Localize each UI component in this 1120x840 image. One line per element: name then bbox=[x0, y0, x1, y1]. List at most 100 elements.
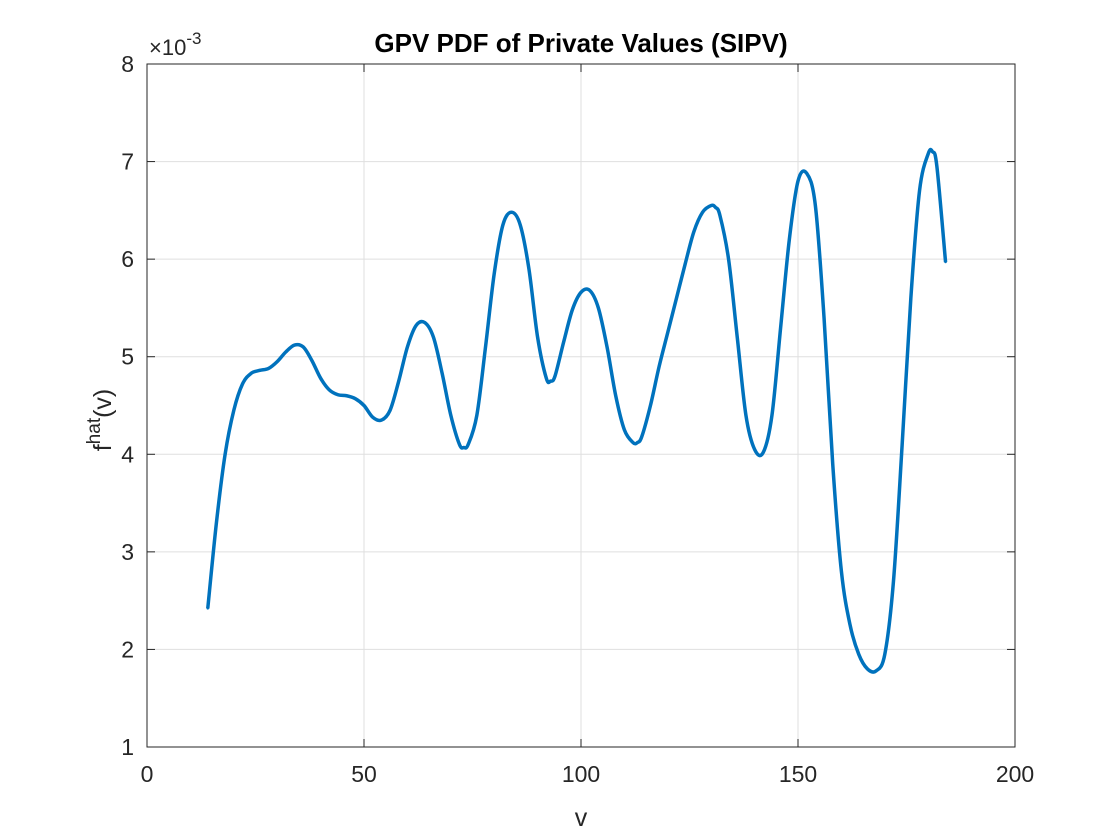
data-point bbox=[701, 211, 704, 214]
data-point bbox=[388, 409, 392, 412]
y-axis-label-base: f bbox=[89, 444, 117, 451]
data-point bbox=[258, 369, 262, 372]
data-point bbox=[814, 204, 817, 207]
data-point bbox=[249, 372, 253, 375]
data-point bbox=[640, 435, 643, 438]
data-point bbox=[354, 397, 357, 400]
data-point bbox=[284, 350, 288, 354]
data-point bbox=[918, 189, 921, 193]
data-point bbox=[883, 653, 886, 656]
data-point bbox=[549, 379, 552, 383]
x-tick-label: 150 bbox=[779, 761, 817, 787]
data-point bbox=[857, 653, 860, 656]
data-point bbox=[909, 296, 913, 300]
ticks: 0 50 100 150 200 1 2 3 4 5 6 7 8 bbox=[121, 51, 1034, 787]
data-point bbox=[614, 394, 617, 397]
data-point bbox=[931, 150, 934, 154]
data-point bbox=[336, 393, 340, 396]
data-point bbox=[605, 345, 609, 349]
series-layer bbox=[206, 147, 948, 674]
data-point bbox=[466, 443, 470, 446]
data-point bbox=[579, 291, 583, 294]
y-tick-label: 8 bbox=[121, 51, 134, 77]
data-point bbox=[666, 331, 669, 334]
x-axis-label: v bbox=[575, 804, 588, 832]
data-point bbox=[657, 365, 661, 368]
data-point bbox=[714, 206, 717, 209]
data-point bbox=[571, 308, 574, 312]
data-point bbox=[423, 321, 426, 324]
data-point bbox=[536, 336, 539, 339]
data-point bbox=[501, 223, 505, 227]
data-point bbox=[527, 267, 531, 271]
y-tick-label: 6 bbox=[121, 246, 134, 272]
data-point bbox=[736, 336, 739, 339]
data-point bbox=[475, 414, 479, 417]
data-point bbox=[215, 521, 218, 524]
data-point bbox=[562, 340, 565, 344]
data-point bbox=[232, 409, 235, 412]
y-axis-label: fhat(v) bbox=[84, 389, 117, 452]
data-point bbox=[892, 579, 895, 583]
x-tick-label: 100 bbox=[562, 761, 600, 787]
y-tick-label: 2 bbox=[121, 636, 134, 662]
data-point bbox=[553, 375, 557, 378]
data-point bbox=[753, 448, 756, 451]
data-point bbox=[636, 441, 639, 444]
data-point bbox=[380, 418, 383, 422]
data-point bbox=[770, 414, 774, 417]
data-point bbox=[848, 623, 852, 627]
data-point bbox=[319, 376, 322, 380]
data-point bbox=[293, 343, 296, 347]
data-point bbox=[345, 394, 348, 397]
y-tick-label: 1 bbox=[121, 734, 134, 760]
data-point bbox=[371, 416, 374, 419]
data-point bbox=[519, 223, 522, 227]
data-point bbox=[718, 214, 722, 217]
data-point bbox=[683, 262, 687, 266]
data-point bbox=[493, 272, 496, 275]
data-point bbox=[631, 441, 635, 444]
data-point bbox=[397, 379, 400, 383]
data-point bbox=[744, 414, 748, 417]
data-point bbox=[796, 179, 800, 183]
y-exponent-label: ×10-3 bbox=[149, 29, 201, 60]
data-point bbox=[414, 324, 418, 327]
series-line bbox=[206, 147, 948, 674]
data-point bbox=[462, 446, 466, 449]
data-point bbox=[588, 289, 591, 292]
data-point bbox=[302, 345, 305, 349]
data-point bbox=[310, 359, 314, 362]
chart-title: GPV PDF of Private Values (SIPV) bbox=[374, 28, 787, 58]
data-point bbox=[927, 152, 930, 155]
data-point bbox=[822, 316, 826, 319]
data-point bbox=[649, 404, 652, 407]
data-point bbox=[900, 443, 904, 446]
data-point bbox=[840, 570, 843, 573]
data-point bbox=[788, 238, 791, 241]
data-point bbox=[276, 360, 279, 363]
data-point bbox=[831, 462, 834, 466]
data-point bbox=[805, 172, 808, 175]
data-point bbox=[545, 376, 548, 380]
data-point bbox=[623, 428, 626, 432]
y-tick-label: 5 bbox=[121, 344, 134, 370]
y-tick-label: 4 bbox=[121, 441, 134, 467]
data-point bbox=[241, 382, 244, 386]
data-point bbox=[762, 451, 765, 454]
data-point bbox=[449, 414, 452, 417]
data-point bbox=[223, 453, 227, 456]
x-tick-label: 50 bbox=[351, 761, 377, 787]
data-point bbox=[362, 404, 366, 407]
data-point bbox=[727, 257, 730, 261]
x-tick-label: 200 bbox=[996, 761, 1034, 787]
y-tick-label: 7 bbox=[121, 149, 134, 175]
data-point bbox=[206, 607, 209, 610]
x-tick-label: 0 bbox=[141, 761, 154, 787]
data-point bbox=[458, 443, 461, 446]
data-point bbox=[510, 211, 513, 214]
y-exponent-power: -3 bbox=[186, 29, 201, 48]
data-point bbox=[779, 326, 782, 329]
data-point bbox=[944, 260, 947, 264]
